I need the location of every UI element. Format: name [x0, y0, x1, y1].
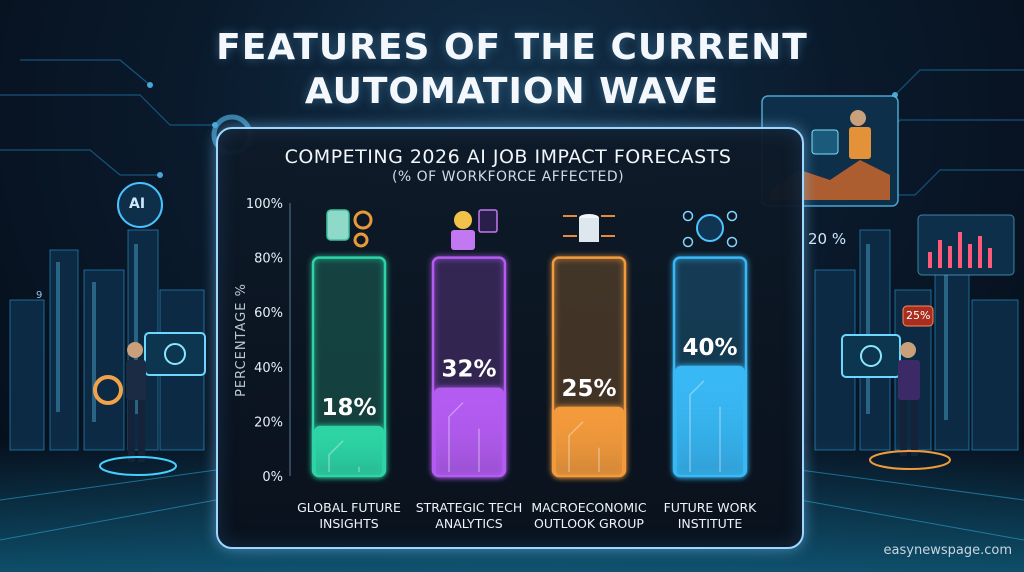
- bar: [314, 425, 384, 477]
- left-person-illustration: [99, 342, 177, 476]
- data-label: 18%: [321, 395, 376, 421]
- category-label: OUTLOOK GROUP: [534, 516, 644, 531]
- y-tick-label: 60%: [254, 306, 283, 321]
- bar-circuit-decoration: [568, 421, 600, 472]
- data-label: 32%: [441, 357, 496, 383]
- bar: [554, 406, 624, 477]
- category-label: STRATEGIC TECH: [416, 500, 523, 515]
- data-label: 40%: [682, 335, 737, 361]
- category-label: MACROECONOMIC: [531, 500, 646, 515]
- y-tick-label: 80%: [254, 252, 283, 267]
- chart-subtitle: (% OF WORKFORCE AFFECTED): [391, 169, 625, 185]
- bar-circuit-decoration: [689, 380, 721, 472]
- category-label: GLOBAL FUTURE: [297, 500, 401, 515]
- left-ai-chip-icon: [117, 182, 163, 228]
- right-callout-badge: 25%: [906, 309, 931, 322]
- bar-circuit-decoration: [328, 440, 360, 472]
- chart-title: COMPETING 2026 AI JOB IMPACT FORECASTS: [284, 146, 732, 168]
- left-ai-badge: AI: [129, 196, 146, 212]
- left-small-number: 9: [36, 290, 43, 301]
- y-axis-title: PERCENTAGE %: [234, 283, 249, 397]
- page-title-line-2: AUTOMATION WAVE: [304, 71, 720, 112]
- right-percent-readout: 20 %: [808, 230, 847, 248]
- category-label: ANALYTICS: [435, 516, 502, 531]
- y-tick-label: 20%: [254, 415, 283, 430]
- bar: [675, 365, 745, 477]
- database-network-icon: [563, 214, 615, 242]
- y-tick-label: 100%: [246, 197, 283, 212]
- bar-circuit-decoration: [448, 402, 480, 472]
- category-label: FUTURE WORK: [664, 500, 758, 515]
- watermark: easynewspage.com: [883, 543, 1012, 558]
- robot-hand-gears-icon: [326, 209, 373, 248]
- data-label: 25%: [561, 376, 616, 402]
- page-title: FEATURES OF THE CURRENT AUTOMATION WAVE: [0, 26, 1024, 114]
- y-tick-label: 0%: [262, 470, 283, 485]
- right-person-illustration: [869, 342, 951, 470]
- y-tick-label: 40%: [254, 361, 283, 376]
- category-label: INSTITUTE: [678, 516, 743, 531]
- bar: [434, 387, 504, 478]
- ai-people-network-icon: [682, 210, 738, 248]
- worker-dashboard-icon: [451, 209, 498, 250]
- category-label: INSIGHTS: [319, 516, 378, 531]
- page-title-line-1: FEATURES OF THE CURRENT: [216, 27, 808, 68]
